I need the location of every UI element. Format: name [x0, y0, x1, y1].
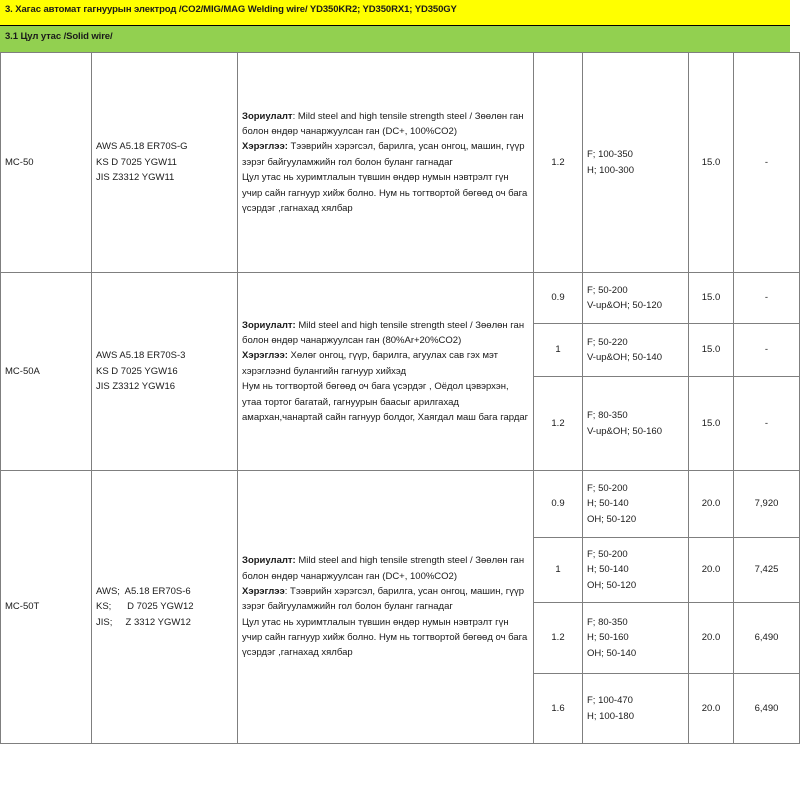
description-extra: Цул утас нь хуримтлалын түвшин өндөр нум… — [242, 616, 528, 659]
unit-price-cell: - — [733, 376, 800, 471]
purpose-label: Зориулалт: — [242, 555, 296, 567]
current-line: F; 50-200 — [587, 548, 628, 560]
standard-line: JIS; Z 3312 YGW12 — [96, 616, 191, 628]
welding-current-cell: F; 80-350 V-up&OH; 50-160 — [582, 376, 689, 471]
standard-line: KS D 7025 YGW11 — [96, 156, 177, 168]
table-row[interactable]: MC-50A AWS A5.18 ER70S-3 KS D 7025 YGW16 JI… — [0, 272, 800, 471]
unit-price-cell: 6,490 — [733, 673, 800, 744]
usage-label: Хэрэглээ: — [242, 350, 288, 362]
product-standards-cell: AWS A5.18 ER70S-3 KS D 7025 YGW16 JIS Z331… — [91, 272, 238, 471]
current-line: F; 100-470 — [587, 695, 633, 707]
diameter-cell: 1.6 — [533, 673, 583, 744]
weight-cell: 15.0 — [688, 52, 734, 273]
weight-cell: 20.0 — [688, 673, 734, 744]
unit-price-cell: 7,425 — [733, 537, 800, 603]
unit-price-cell: 7,920 — [733, 470, 800, 538]
current-line: F; 50-220 — [587, 336, 628, 348]
welding-current-cell: F; 80-350 H; 50-160 OH; 50-140 — [582, 602, 689, 674]
weight-cell: 15.0 — [688, 272, 734, 324]
product-description-cell: Зориулалт: Mild steel and high tensile s… — [237, 470, 534, 744]
welding-current-cell: F; 50-220 V-up&OH; 50-140 — [582, 323, 689, 377]
current-line: H; 100-180 — [587, 710, 635, 722]
diameter-cell: 1.2 — [533, 52, 583, 273]
description-extra: Цул утас нь хуримтлалын түвшин өндөр нум… — [242, 172, 528, 214]
standard-line: AWS A5.18 ER70S-G — [96, 141, 188, 153]
unit-price-cell: - — [733, 272, 800, 324]
table-row[interactable]: MC-50T AWS; A5.18 ER70S-6 KS; D 7025 YGW12… — [0, 470, 800, 744]
unit-price-cell: - — [733, 323, 800, 377]
usage-label: Хэрэглээ: — [242, 141, 288, 153]
diameter-cell: 1.2 — [533, 376, 583, 471]
product-name-cell: MC-50T — [0, 470, 92, 744]
description-usage: Хэрэглээ: Тээврийн хэрэгсэл, барилга, ус… — [242, 585, 525, 613]
product-description-cell: Зориулалт: Mild steel and high tensile s… — [237, 52, 534, 273]
product-standards-cell: AWS A5.18 ER70S-G KS D 7025 YGW11 JIS Z331… — [91, 52, 238, 273]
purpose-label: Зориулалт: — [242, 319, 296, 331]
current-line: OH; 50-120 — [587, 579, 637, 591]
current-line: V-up&OH; 50-140 — [587, 352, 662, 363]
description-usage: Хэрэглээ: Хөлөг онгоц, гүүр, барилга, аг… — [242, 350, 498, 377]
section-title-banner: 3. Хагас автомат гагнуурын электрод /CO2… — [0, 0, 790, 26]
welding-current-cell: F; 50-200 H; 50-140 OH; 50-120 — [582, 537, 689, 603]
welding-current-cell: F; 50-200 H; 50-140 OH; 50-120 — [582, 470, 689, 538]
table-row[interactable]: 1.2 F; 80-350 H; 50-160 OH; 50-140 20.0 6,490… — [1, 602, 800, 674]
table-row[interactable]: MC-50 AWS A5.18 ER70S-G KS D 7025 YGW11 JIS… — [0, 52, 800, 273]
description-extra: Нум нь тогтвортой бөгөөд оч бага үсэрдэг… — [242, 381, 529, 423]
welding-current-cell: F; 100-350 H; 100-300 — [582, 52, 689, 273]
weight-cell: 15.0 — [688, 323, 734, 377]
weight-cell: 20.0 — [688, 470, 734, 538]
standard-line: JIS Z3312 YGW11 — [96, 172, 175, 184]
welding-current-cell: F; 100-470 H; 100-180 — [582, 673, 689, 744]
usage-label: Хэрэглээ — [242, 585, 285, 597]
product-standards-cell: AWS; A5.18 ER70S-6 KS; D 7025 YGW12 JIS; Z… — [91, 470, 238, 744]
current-line: H; 100-300 — [587, 164, 635, 176]
diameter-cell: 1.2 — [533, 602, 583, 674]
description-usage: Хэрэглээ: Тээврийн хэрэгсэл, барилга, ус… — [242, 141, 525, 168]
diameter-cell: 0.9 — [533, 470, 583, 538]
product-name-cell: MC-50A — [0, 272, 92, 471]
purpose-label: Зориулалт — [242, 110, 293, 122]
diameter-cell: 1 — [533, 537, 583, 603]
standard-line: AWS A5.18 ER70S-3 — [96, 350, 186, 362]
product-name-cell: MC-50 — [0, 52, 92, 273]
weight-cell: 20.0 — [688, 537, 734, 603]
current-line: OH; 50-140 — [587, 647, 637, 659]
current-line: OH; 50-120 — [587, 513, 637, 525]
unit-price-cell: - — [733, 52, 800, 273]
current-line: V-up&OH; 50-120 — [587, 300, 662, 311]
weight-cell: 15.0 — [688, 376, 734, 471]
description-purpose: Зориулалт: Mild steel and high tensile s… — [242, 110, 524, 138]
current-line: F; 80-350 — [587, 616, 628, 628]
current-line: V-up&OH; 50-160 — [587, 425, 662, 437]
current-line: H; 50-140 — [587, 564, 629, 576]
current-line: H; 50-140 — [587, 498, 629, 510]
current-line: H; 50-160 — [587, 632, 629, 644]
weight-cell: 20.0 — [688, 602, 734, 674]
product-description-cell: Зориулалт: Mild steel and high tensile s… — [237, 272, 534, 471]
current-line: F; 80-350 — [587, 410, 628, 422]
diameter-cell: 0.9 — [533, 272, 583, 324]
standard-line: AWS; A5.18 ER70S-6 — [96, 585, 191, 597]
current-line: F; 100-350 — [587, 149, 633, 161]
current-line: F; 50-200 — [587, 284, 628, 296]
diameter-cell: 1 — [533, 323, 583, 377]
products-table: MC-50 AWS A5.18 ER70S-G KS D 7025 YGW11 JIS… — [0, 52, 800, 744]
subsection-title-banner: 3.1 Цул утас /Solid wire/ — [0, 26, 790, 52]
standard-line: KS; D 7025 YGW12 — [96, 601, 194, 613]
unit-price-cell: 6,490 — [733, 602, 800, 674]
standard-line: JIS Z3312 YGW16 — [96, 381, 176, 393]
welding-current-cell: F; 50-200 V-up&OH; 50-120 — [582, 272, 689, 324]
description-purpose: Зориулалт: Mild steel and high tensile s… — [242, 555, 525, 582]
description-purpose: Зориулалт: Mild steel and high tensile s… — [242, 319, 525, 347]
standard-line: KS D 7025 YGW16 — [96, 365, 178, 377]
current-line: F; 50-200 — [587, 482, 628, 494]
